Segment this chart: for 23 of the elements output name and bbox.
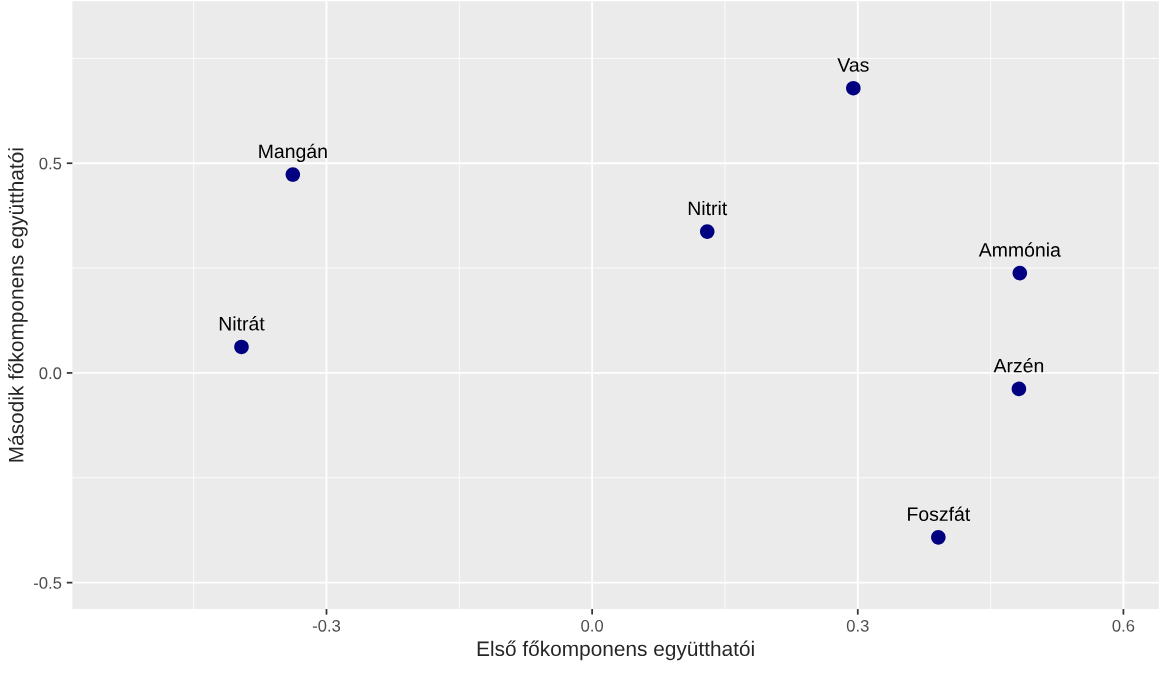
annotation: Nitrit bbox=[688, 200, 728, 216]
annotation: Arzén bbox=[993, 358, 1044, 373]
x-tick-label: 0.3 bbox=[846, 619, 869, 632]
point bbox=[931, 530, 946, 545]
annotation: Foszfát bbox=[908, 506, 971, 521]
point bbox=[234, 339, 249, 355]
point bbox=[285, 167, 301, 182]
x-axis-title: Első főkomponens együtthatói bbox=[477, 640, 754, 661]
annotation: Nitrát bbox=[219, 316, 265, 331]
point bbox=[1011, 381, 1027, 397]
y-tick-label: -0.5 bbox=[33, 577, 62, 589]
y-tick-label: 0.5 bbox=[39, 157, 62, 170]
y-tick-label: 0.0 bbox=[39, 367, 62, 380]
annotation: Mangán bbox=[259, 143, 327, 163]
y-axis-title: Második főkomponens együtthatói bbox=[8, 148, 28, 462]
point bbox=[846, 80, 861, 96]
point bbox=[699, 224, 715, 239]
x-tick-label: 0.0 bbox=[581, 619, 604, 632]
x-tick-label: 0.6 bbox=[1112, 619, 1135, 632]
x-tick-label: -0.3 bbox=[312, 619, 341, 632]
point bbox=[1012, 265, 1028, 281]
annotation: Vas bbox=[837, 58, 869, 72]
annotation: Ammónia bbox=[978, 242, 1061, 257]
